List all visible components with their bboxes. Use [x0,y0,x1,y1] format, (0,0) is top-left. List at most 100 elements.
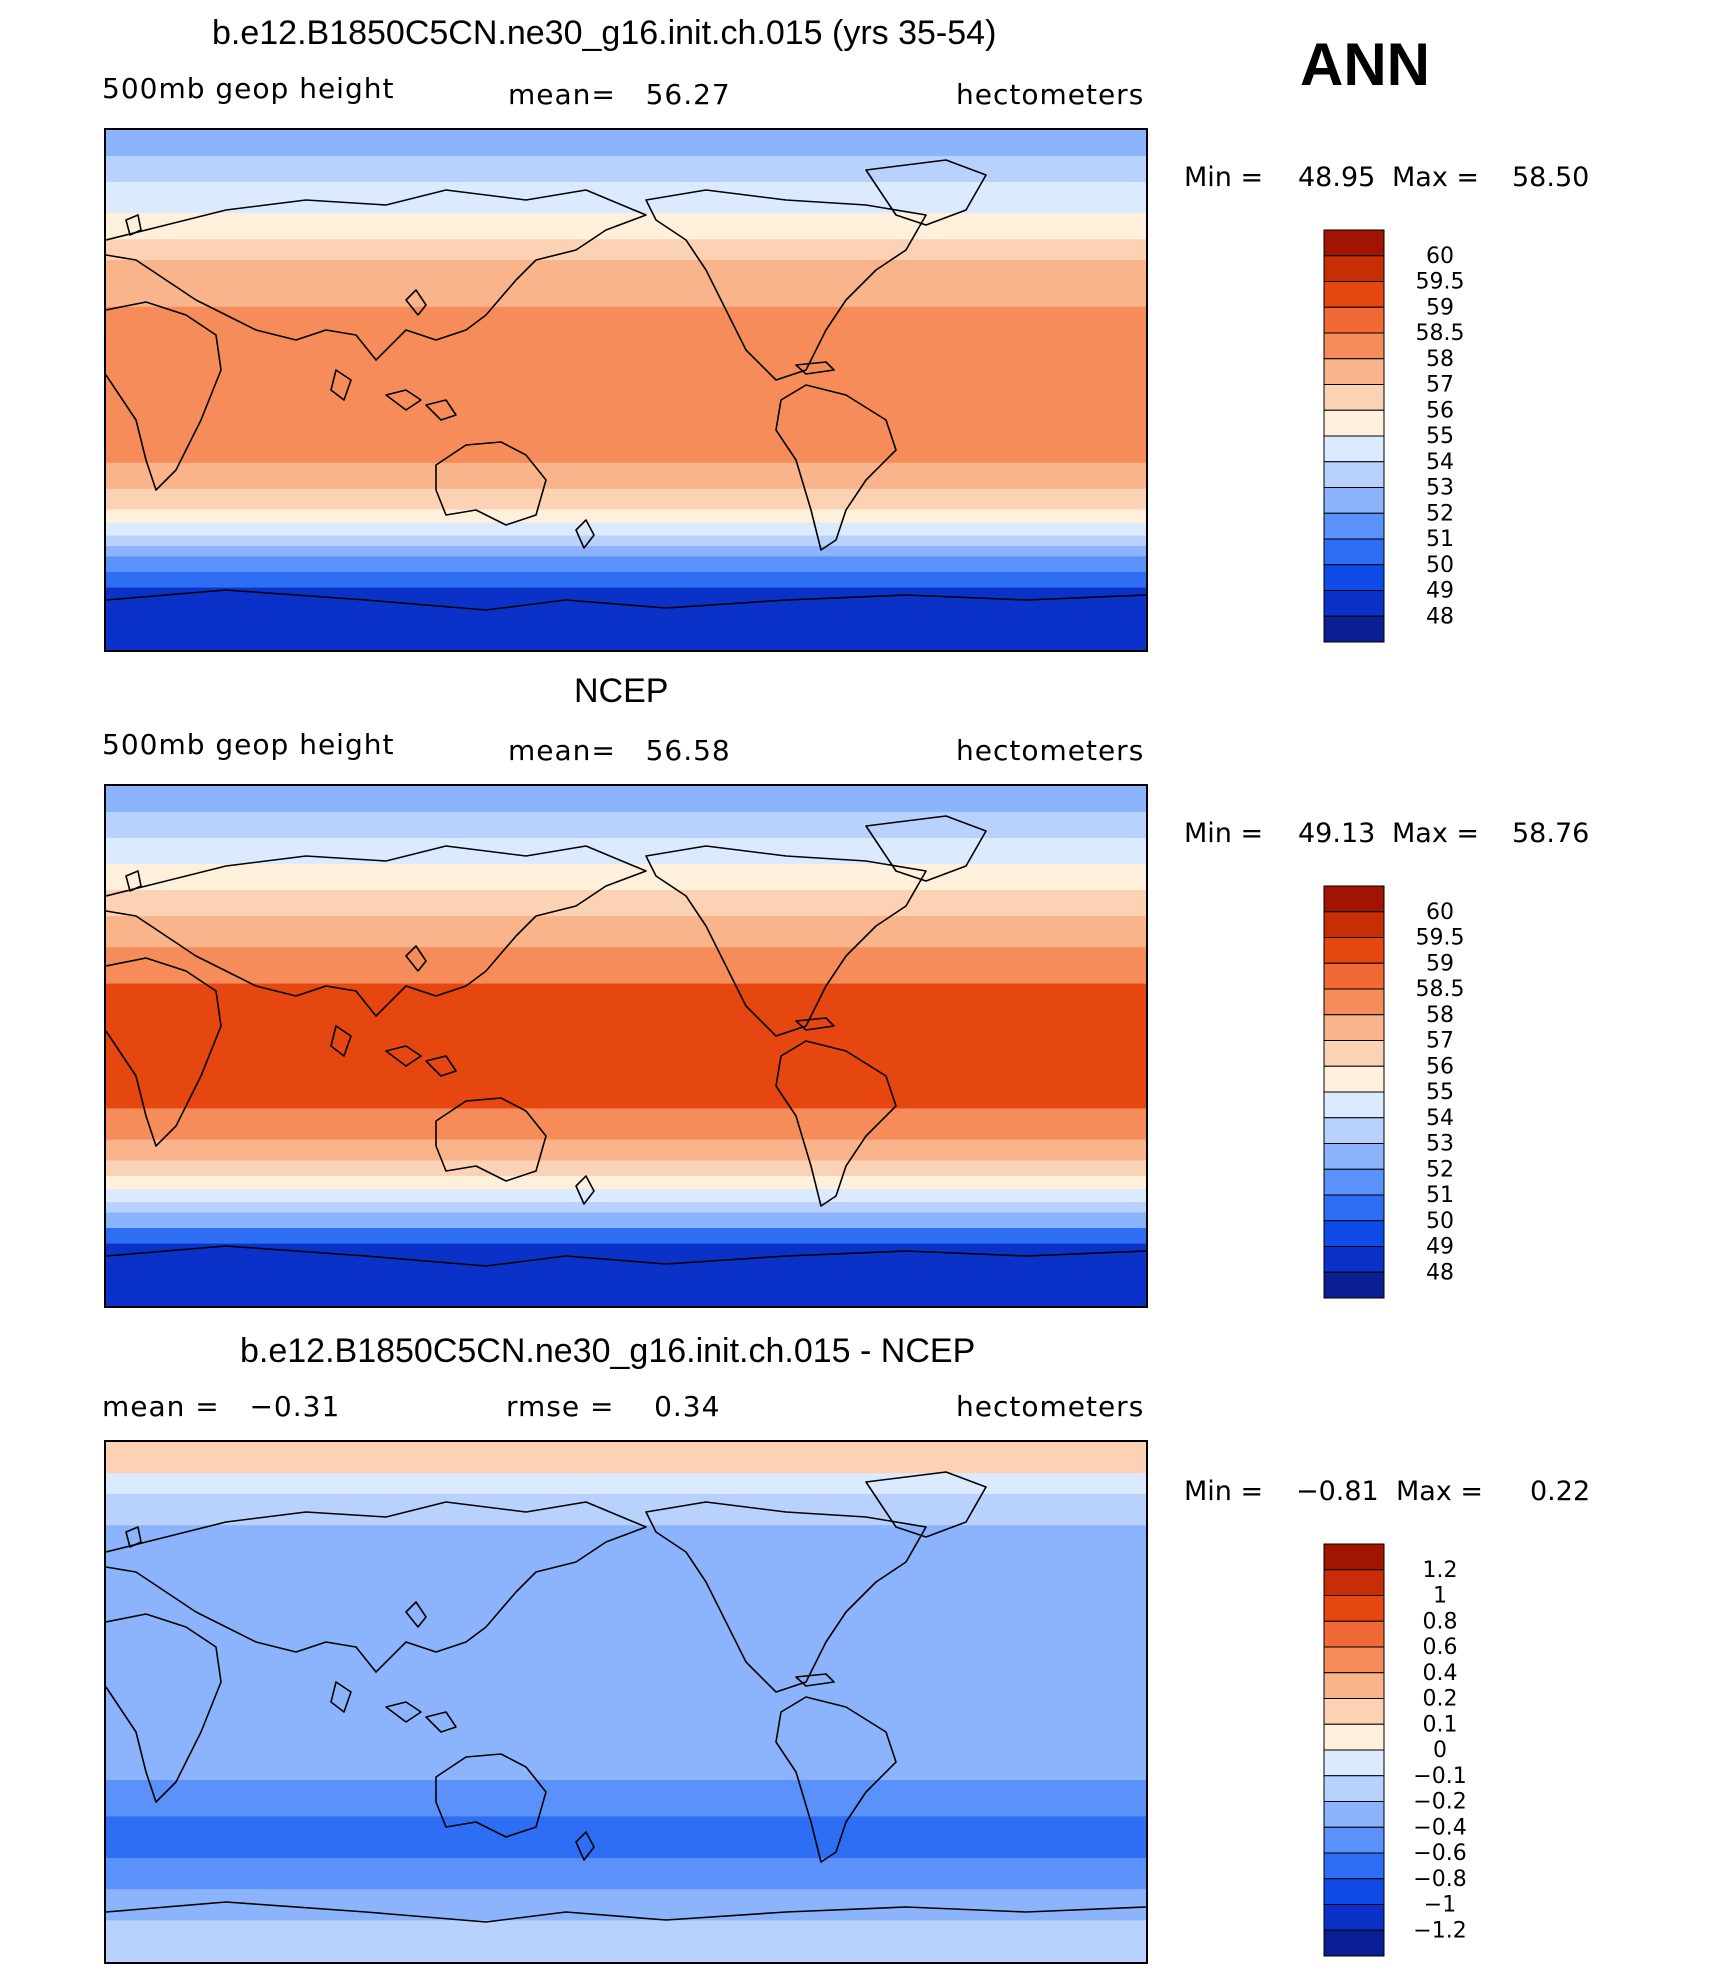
panel3-band-1 [106,1473,1146,1495]
colorbar-swatch [1323,1852,1385,1880]
colorbar-swatch [1323,564,1385,591]
colorbar-swatch [1323,461,1385,488]
panel1-mean: mean= 56.27 [508,78,731,111]
colorbar-tick-label: −0.4 [1413,1815,1466,1840]
panel3-rmse: rmse = 0.34 [506,1390,721,1423]
colorbar-swatch [1323,911,1385,938]
colorbar-swatch [1323,255,1385,282]
panel1-min-label: Min = [1184,162,1264,193]
coastline-4 [865,159,987,226]
panel2-max-label: Max = [1392,818,1480,849]
colorbar-swatch [1323,590,1385,617]
colorbar-swatch [1323,384,1385,411]
coastline-1 [106,845,647,1017]
panel2-band-10 [106,1160,1146,1177]
colorbar-swatch [1323,1091,1385,1119]
panel1-colorbar: 60 59.5 59 58.5 58 57 56 55 54 53 52 51 50 49 48 [1322,228,1522,644]
panel1-max-label: Max = [1392,162,1480,193]
colorbar-tick-label: 49 [1426,1235,1454,1260]
coastline-8 [385,389,422,411]
colorbar-tick-label: 59.5 [1416,270,1465,295]
colorbar-swatch [1323,1801,1385,1828]
colorbar-swatch [1323,1646,1385,1674]
coastline-7 [405,1601,427,1628]
coastline-2 [435,441,547,526]
colorbar-swatch [1323,1194,1385,1222]
panel3-band-4 [106,1780,1146,1817]
panel3-band-0 [106,1442,1146,1474]
colorbar-swatch [1323,487,1385,514]
coastline-8 [385,1045,422,1067]
colorbar-tick-label: 1 [1433,1584,1447,1609]
panel2-map [104,784,1148,1308]
colorbar-tick-label: 0.1 [1423,1712,1458,1737]
panel3-max-value: 0.22 [1530,1476,1591,1507]
panel2-band-0 [106,786,1146,813]
panel3-min-label: Min = [1184,1476,1264,1507]
colorbar-swatch [1323,1878,1385,1905]
panel2-band-5 [106,916,1146,948]
colorbar-tick-label: 52 [1426,1157,1454,1182]
panel1-band-7 [106,462,1146,490]
colorbar-swatch [1323,1569,1385,1596]
coastline-9 [425,399,457,421]
colorbar-swatch [1323,1014,1385,1041]
colorbar-swatch [1323,1620,1385,1648]
colorbar-tick-label: −1.2 [1413,1918,1466,1943]
coastline-10 [330,1681,352,1713]
colorbar-swatch [1323,1065,1385,1093]
coastline-6 [106,589,1146,611]
colorbar-tick-label: 49 [1426,579,1454,604]
season-label: ANN [1300,31,1430,98]
panel3-colorbar: 1.2 1 0.8 0.6 0.4 0.2 0.1 0 −0.1 −0.2 −0.4 −0.6 −0.8… [1322,1542,1522,1958]
panel1-band-0 [106,130,1146,157]
panel3-min-value: −0.81 [1296,1476,1379,1507]
panel2-band-16 [106,1243,1146,1306]
panel3-band-3 [106,1525,1146,1781]
panel1-band-2 [106,182,1146,214]
panel3-band-2 [106,1494,1146,1526]
coastline-10 [330,369,352,401]
panel1-coastlines [106,159,1146,611]
colorbar-tick-label: −0.6 [1413,1841,1466,1866]
colorbar-tick-label: 51 [1426,1183,1454,1208]
panel2-band-9 [106,1139,1146,1161]
colorbar-tick-label: 54 [1426,1106,1454,1131]
panel1-band-4 [106,239,1146,261]
colorbar-swatch [1323,306,1385,334]
colorbar-tick-label: 0.4 [1423,1661,1458,1686]
panel2-band-12 [106,1189,1146,1203]
panel1-band-8 [106,488,1146,511]
colorbar-tick-label: 55 [1426,1080,1454,1105]
colorbar-tick-label: −0.8 [1413,1867,1466,1892]
panel2-colorbar: 60 59.5 59 58.5 58 57 56 55 54 53 52 51 50 49 48 [1322,884,1522,1300]
colorbar-tick-label: 58.5 [1416,321,1465,346]
colorbar-tick-label: 48 [1426,604,1454,629]
colorbar-swatch [1323,962,1385,990]
colorbar-swatch [1323,538,1385,566]
coastline-4 [865,815,987,882]
colorbar-swatch [1323,358,1385,385]
coastline-13 [795,1673,835,1687]
colorbar-swatch [1323,1271,1385,1299]
colorbar-tick-label: 54 [1426,450,1454,475]
coastline-5 [775,384,897,551]
panel2-mean: mean= 56.58 [508,734,731,767]
colorbar-tick-label: 55 [1426,424,1454,449]
colorbar-swatch [1323,1168,1385,1196]
panel1-band-10 [106,522,1146,537]
colorbar-tick-label: −0.2 [1413,1790,1466,1815]
colorbar-swatch [1323,409,1385,437]
coastline-11 [575,1831,595,1861]
panel3-map [104,1440,1148,1964]
panel2-band-6 [106,947,1146,985]
colorbar-swatch [1323,1143,1385,1170]
panel2-band-7 [106,983,1146,1109]
coastline-12 [125,1526,142,1548]
colorbar-swatch [1323,1246,1385,1273]
panel3-units: hectometers [956,1390,1145,1423]
panel3-coastlines [106,1471,1146,1923]
colorbar-tick-label: 59.5 [1416,926,1465,951]
colorbar-tick-label: 0 [1433,1738,1447,1763]
